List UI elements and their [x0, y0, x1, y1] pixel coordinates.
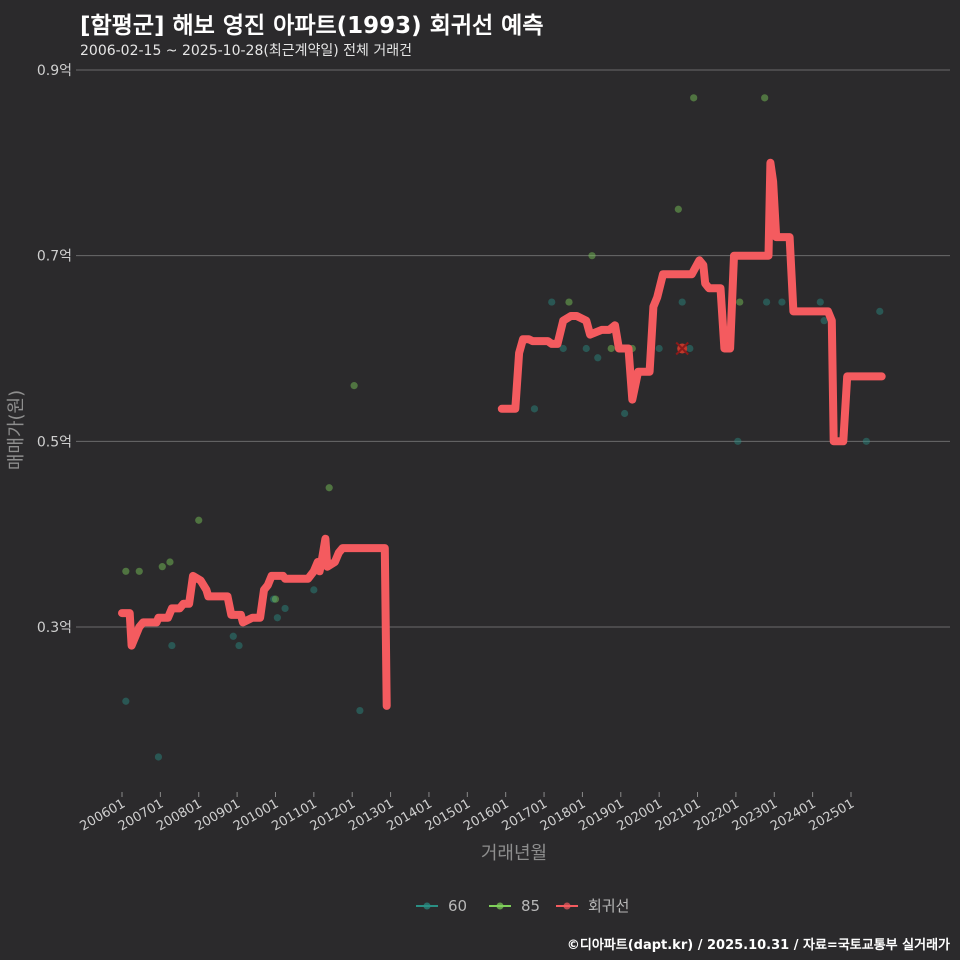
y-tick-label: 0.7억 [37, 249, 72, 265]
legend-dot-85 [496, 902, 504, 910]
point-85 [674, 205, 682, 213]
legend-dot-60 [423, 902, 431, 910]
point-85 [736, 298, 744, 306]
point-60 [548, 298, 556, 306]
point-85 [271, 595, 280, 603]
point-85 [607, 344, 615, 353]
point-60 [594, 354, 602, 362]
point-85 [350, 382, 358, 390]
point-60 [168, 641, 176, 650]
x-axis-title: 거래년월 [481, 843, 547, 864]
chart-title: [함평군] 해보 영진 아파트(1993) 회귀선 예측 [80, 13, 544, 39]
point-60 [862, 437, 870, 445]
legend: 60 85 회귀선 [416, 897, 629, 915]
chart-subtitle: 2006-02-15 ~ 2025-10-28(최근계약일) 전체 거래건 [80, 43, 412, 59]
point-85 [565, 298, 573, 306]
point-60 [154, 753, 163, 761]
point-60 [820, 317, 828, 325]
legend-dot-회귀선 [563, 902, 571, 910]
point-60 [655, 344, 663, 353]
point-85 [158, 563, 166, 571]
point-60 [734, 437, 742, 445]
gridlines [76, 69, 950, 628]
regression-line-2 [497, 158, 886, 446]
point-85 [325, 484, 333, 492]
y-tick-label: 0.3억 [37, 620, 72, 636]
point-60 [559, 344, 567, 353]
point-60 [310, 586, 318, 594]
legend-label-60: 60 [448, 897, 467, 915]
point-85 [690, 94, 698, 102]
point-60 [876, 307, 884, 315]
point-60 [778, 298, 786, 306]
point-60 [530, 405, 539, 413]
point-60 [281, 604, 289, 613]
point-60 [678, 298, 686, 306]
scatter-points [122, 94, 884, 761]
point-60 [762, 298, 771, 306]
point-85 [166, 558, 174, 566]
point-60 [816, 298, 824, 306]
point-85 [761, 94, 769, 102]
legend-label-85: 85 [521, 897, 540, 915]
point-85 [122, 567, 130, 575]
y-axis: 0.3억 0.5억 0.7억 0.9억 [37, 63, 72, 636]
x-axis: 2006012007012008012009012010012011012012… [78, 792, 857, 834]
regression-lines [118, 158, 886, 710]
point-60 [582, 344, 590, 353]
point-85 [195, 516, 203, 524]
highlight-marker [675, 341, 689, 356]
point-85 [588, 252, 596, 260]
y-tick-label: 0.5억 [37, 434, 72, 450]
point-60 [235, 641, 243, 650]
point-60 [122, 697, 130, 705]
legend-label-회귀선: 회귀선 [588, 897, 629, 915]
point-60 [273, 614, 281, 622]
y-tick-label: 0.9억 [37, 63, 72, 79]
point-60 [356, 706, 364, 715]
y-axis-title: 매매가(원) [6, 390, 27, 470]
point-60 [621, 409, 629, 418]
regression-line-1 [118, 534, 391, 710]
point-60 [229, 632, 237, 640]
marker-cross [675, 341, 689, 356]
point-60 [269, 595, 278, 603]
point-60 [686, 344, 694, 353]
credit-text: ©디아파트(dapt.kr) / 2025.10.31 / 자료=국토교통부 실… [566, 938, 950, 953]
point-85 [135, 567, 143, 575]
